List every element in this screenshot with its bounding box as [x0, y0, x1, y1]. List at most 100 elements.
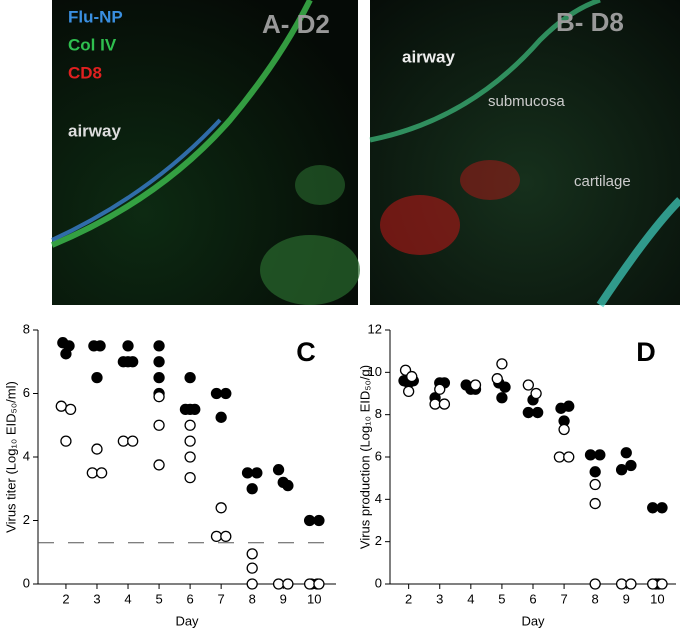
data-point [246, 578, 258, 590]
data-point [189, 403, 201, 416]
data-point [553, 451, 566, 463]
data-point [215, 411, 227, 423]
panel-a: Flu-NP Col IV CD8 airway A- D2 [50, 0, 360, 305]
data-point [184, 435, 196, 447]
y-tick-label: 0 [375, 575, 382, 590]
tissue [460, 160, 520, 200]
data-point [55, 400, 67, 412]
data-point [625, 578, 637, 590]
data-point [241, 467, 254, 479]
x-tick-label: 7 [560, 591, 567, 606]
y-tick-label: 6 [375, 448, 382, 463]
data-point [91, 371, 103, 384]
y-tick-label: 12 [368, 321, 382, 336]
x-tick-label: 7 [218, 591, 225, 606]
data-point [60, 348, 72, 360]
data-point [153, 459, 165, 471]
x-tick-label: 5 [498, 591, 505, 606]
y-tick-label: 0 [23, 575, 30, 590]
data-point [282, 578, 294, 590]
data-point [499, 381, 511, 393]
x-tick-label: 4 [467, 591, 474, 606]
panel-title: B- D8 [556, 7, 624, 37]
data-point [277, 476, 289, 489]
y-axis-label: Virus production (Log₁₀ EID₅₀/g) [357, 365, 372, 549]
data-point [215, 502, 227, 514]
data-point [313, 514, 325, 527]
y-tick-label: 2 [23, 512, 30, 527]
image-label: submucosa [488, 93, 565, 110]
data-point [220, 387, 232, 400]
data-point [558, 423, 570, 436]
x-tick-label: 9 [280, 591, 287, 606]
data-point [153, 419, 165, 431]
data-point [313, 578, 325, 590]
data-point [94, 340, 106, 352]
data-point [210, 530, 223, 543]
data-point [656, 578, 668, 590]
data-point [522, 406, 534, 419]
tissue [51, 118, 222, 242]
y-tick-label: 10 [368, 364, 382, 379]
tissue [369, 0, 601, 143]
data-point [153, 391, 165, 403]
data-point [438, 398, 451, 410]
x-tick-label: 2 [62, 591, 69, 606]
image-label: Col IV [68, 35, 117, 54]
y-tick-label: 4 [23, 448, 30, 463]
data-point [184, 371, 196, 384]
data-point [272, 464, 285, 476]
data-point [86, 467, 98, 479]
data-point [403, 385, 415, 398]
panel-letter: C [296, 337, 316, 367]
x-tick-label: 3 [93, 591, 100, 606]
data-point [220, 530, 232, 543]
data-point [251, 467, 263, 479]
data-point [620, 447, 632, 459]
data-point [584, 449, 597, 461]
y-tick-label: 2 [375, 533, 382, 548]
y-tick-label: 8 [23, 321, 30, 336]
data-point [589, 466, 601, 478]
data-point [589, 578, 601, 590]
x-tick-label: 2 [405, 591, 412, 606]
image-label: airway [402, 47, 455, 66]
image-label: CD8 [68, 63, 102, 82]
data-point [496, 392, 508, 404]
y-tick-label: 6 [23, 385, 30, 400]
x-tick-label: 4 [124, 591, 131, 606]
data-point [589, 478, 601, 491]
x-axis-label: Day [521, 613, 545, 628]
data-point [127, 356, 139, 368]
data-point [127, 435, 139, 447]
x-tick-label: 3 [436, 591, 443, 606]
data-point [563, 451, 575, 463]
tissue [295, 165, 345, 205]
data-point [496, 358, 508, 370]
x-axis-label: Day [175, 613, 199, 628]
data-point [184, 471, 196, 484]
data-point [184, 451, 196, 463]
data-point [491, 373, 503, 385]
panel-letter: D [636, 337, 656, 367]
tissue [260, 235, 360, 305]
data-point [589, 497, 601, 510]
data-point [532, 406, 544, 419]
x-tick-label: 9 [623, 591, 630, 606]
data-point [153, 356, 165, 368]
x-tick-label: 8 [592, 591, 599, 606]
y-tick-label: 8 [375, 406, 382, 421]
data-point [153, 371, 165, 384]
tissue [380, 195, 460, 255]
data-point [429, 398, 441, 410]
panel-b: B- D8 airway submucosa cartilage [369, 0, 680, 308]
data-point [95, 467, 108, 479]
data-point [469, 379, 482, 391]
data-point [406, 370, 418, 383]
x-tick-label: 5 [155, 591, 162, 606]
data-point [434, 383, 446, 395]
data-point [522, 379, 534, 391]
data-point [246, 483, 258, 495]
data-point [615, 578, 628, 590]
